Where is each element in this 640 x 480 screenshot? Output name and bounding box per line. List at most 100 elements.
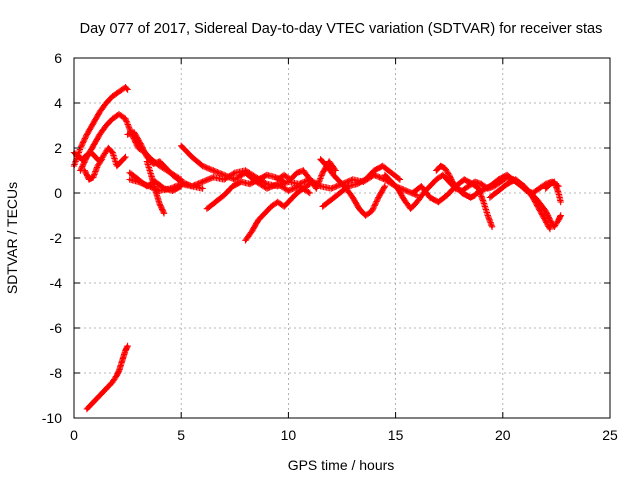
data-point <box>79 146 82 150</box>
data-point <box>364 178 367 181</box>
data-point <box>117 369 121 372</box>
y-tick-label: -2 <box>50 230 63 246</box>
data-point <box>351 196 354 199</box>
data-point <box>460 191 464 195</box>
data-point <box>402 198 406 201</box>
y-tick-label: -10 <box>42 410 62 426</box>
data-point <box>527 189 530 192</box>
data-point <box>201 180 204 183</box>
data-point <box>321 171 324 174</box>
data-point <box>126 344 129 348</box>
gridlines <box>74 58 610 418</box>
data-point <box>107 385 110 388</box>
data-point <box>102 153 106 156</box>
data-point <box>212 169 215 172</box>
data-point <box>92 176 95 179</box>
y-tick-label: -8 <box>50 365 63 381</box>
data-point <box>100 158 104 161</box>
data-point <box>289 198 292 201</box>
data-point <box>164 167 168 170</box>
data-point <box>557 218 560 222</box>
data-point <box>107 146 110 150</box>
data-point <box>383 173 387 177</box>
series-track-10 <box>203 171 288 212</box>
data-point <box>244 239 247 242</box>
data-point <box>514 178 517 181</box>
data-point <box>398 178 402 181</box>
data-point <box>377 196 380 199</box>
data-point <box>478 189 481 192</box>
data-point <box>158 203 161 206</box>
data-point <box>505 173 509 177</box>
series-track-12 <box>274 158 339 192</box>
data-point <box>297 185 301 188</box>
data-point <box>282 173 286 177</box>
data-point <box>445 194 449 197</box>
data-point <box>124 155 127 159</box>
data-point <box>463 178 466 181</box>
data-point <box>383 185 387 188</box>
data-point <box>137 180 140 183</box>
data-point <box>302 169 305 172</box>
data-point <box>548 182 552 186</box>
data-point <box>469 196 472 199</box>
data-point <box>452 182 455 186</box>
data-point <box>443 167 447 170</box>
data-point <box>205 207 209 210</box>
data-point <box>265 173 269 177</box>
data-point <box>94 398 97 402</box>
data-point <box>274 176 277 179</box>
chart-title: Day 077 of 2017, Sidereal Day-to-day VTE… <box>80 21 603 37</box>
data-point <box>282 205 286 208</box>
data-point <box>98 133 101 136</box>
data-point <box>420 185 423 188</box>
x-tick-label: 5 <box>177 427 185 443</box>
data-point <box>355 182 359 186</box>
data-point <box>81 158 84 161</box>
data-point <box>111 117 114 120</box>
data-point <box>486 214 489 217</box>
data-point <box>98 110 101 114</box>
data-point <box>544 209 547 213</box>
data-point <box>319 158 322 161</box>
data-point <box>415 200 419 204</box>
series-track-11 <box>242 180 313 244</box>
data-point <box>190 185 194 188</box>
data-point <box>117 113 121 116</box>
data-point <box>233 171 236 174</box>
series-track-20 <box>542 178 564 206</box>
data-point <box>212 176 215 179</box>
x-tick-label: 10 <box>281 427 297 443</box>
data-point <box>332 173 335 177</box>
data-point <box>435 169 438 172</box>
data-point <box>473 194 477 197</box>
data-point <box>338 191 342 195</box>
data-point <box>357 207 361 210</box>
data-point <box>334 169 337 172</box>
data-point <box>308 178 312 181</box>
data-point <box>240 180 243 183</box>
data-point <box>222 178 226 181</box>
data-point <box>467 185 470 188</box>
data-point <box>128 178 131 181</box>
data-point <box>390 171 393 174</box>
data-point <box>276 178 279 181</box>
y-tick-label: 0 <box>54 185 62 201</box>
y-tick-label: 4 <box>54 95 62 111</box>
data-point <box>79 169 82 172</box>
data-point <box>111 95 114 98</box>
data-point <box>480 182 483 186</box>
data-point <box>180 182 183 186</box>
data-point <box>505 182 509 186</box>
data-point <box>302 187 305 190</box>
data-point <box>124 117 127 120</box>
data-point <box>415 194 419 197</box>
data-point <box>145 155 149 159</box>
data-point <box>482 200 485 204</box>
data-point <box>270 205 273 208</box>
data-point <box>330 187 333 190</box>
data-point <box>201 187 204 190</box>
x-axis-label: GPS time / hours <box>288 457 395 473</box>
data-point <box>409 207 412 210</box>
data-point <box>265 182 269 186</box>
